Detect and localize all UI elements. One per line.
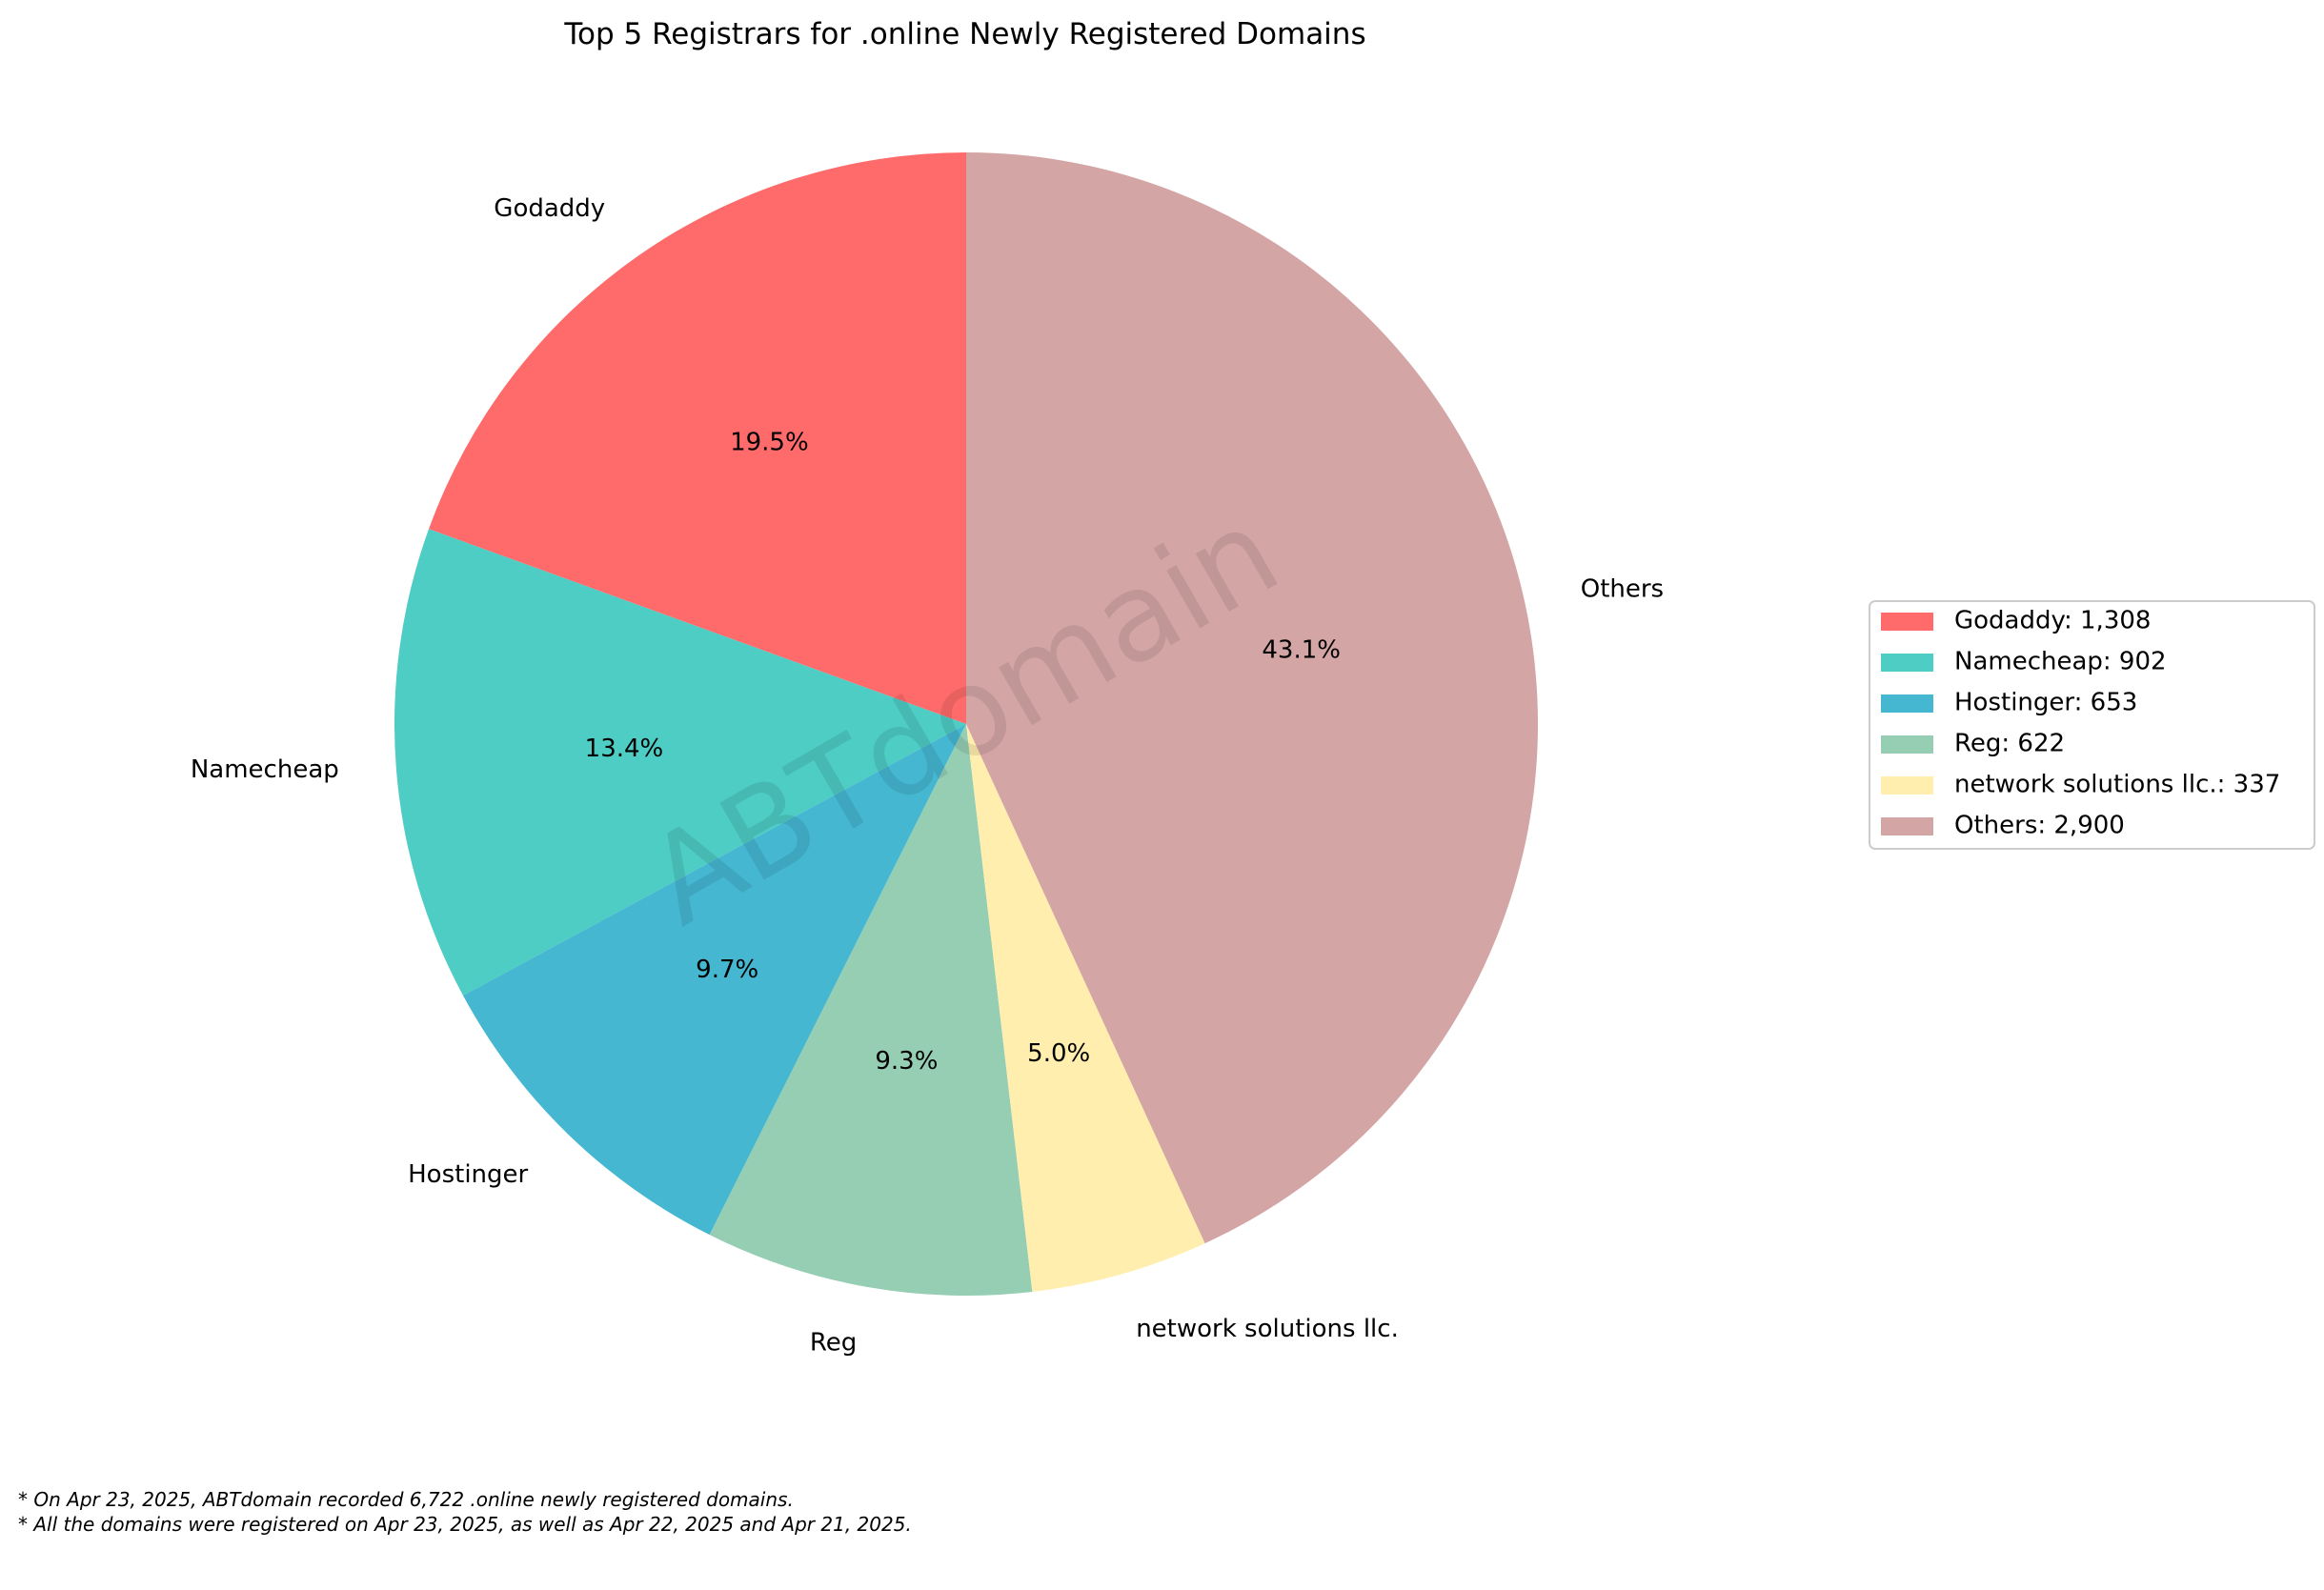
percent-label-namecheap: 13.4% [585, 735, 664, 763]
legend-label-others: Others: 2,900 [1954, 812, 2125, 840]
pie-slice-others [966, 152, 1539, 1244]
percent-label-hostinger: 9.7% [696, 956, 758, 984]
legend-label-network-solutions-llc: network solutions llc.: 337 [1954, 771, 2280, 799]
slice-label-hostinger: Hostinger [408, 1160, 528, 1189]
legend-label-namecheap: Namecheap: 902 [1954, 648, 2167, 676]
legend-label-hostinger: Hostinger: 653 [1954, 689, 2137, 717]
slice-label-namecheap: Namecheap [191, 755, 339, 784]
slice-labels: Godaddy Namecheap Hostinger Reg network solu… [191, 194, 1664, 1357]
percent-label-others: 43.1% [1262, 636, 1341, 665]
legend: Godaddy: 1,308 Namecheap: 902 Hostinger: 6… [1869, 600, 2315, 850]
percent-label-godaddy: 19.5% [730, 429, 809, 457]
footnote-2: * All the domains were registered on Apr… [18, 1513, 912, 1536]
legend-swatch-others [1881, 817, 1933, 835]
pie-slices [394, 152, 1539, 1296]
legend-swatch-reg [1881, 735, 1933, 754]
chart-title: Top 5 Registrars for .online Newly Regis… [563, 17, 1365, 51]
legend-frame [1869, 600, 2315, 850]
footnote-1: * On Apr 23, 2025, ABTdomain recorded 6,… [18, 1488, 794, 1511]
slice-label-network-solutions-llc: network solutions llc. [1136, 1315, 1399, 1343]
pie-slice-reg [709, 724, 1033, 1296]
legend-label-godaddy: Godaddy: 1,308 [1954, 607, 2151, 635]
percent-label-network-solutions-llc: 5.0% [1027, 1039, 1090, 1068]
pie-slice-godaddy [429, 152, 966, 724]
pie-slice-hostinger [462, 724, 966, 1236]
percent-label-reg: 9.3% [875, 1047, 938, 1076]
legend-swatch-network-solutions-llc [1881, 776, 1933, 795]
legend-label-reg: Reg: 622 [1954, 730, 2065, 758]
pie-slice-namecheap [394, 529, 966, 996]
legend-swatch-godaddy [1881, 613, 1933, 631]
slice-label-reg: Reg [810, 1328, 857, 1357]
legend-swatch-hostinger [1881, 694, 1933, 713]
slice-label-godaddy: Godaddy [494, 194, 605, 223]
percent-labels: 19.5% 13.4% 9.7% 9.3% 5.0% 43.1% [585, 429, 1341, 1076]
slice-label-others: Others [1581, 574, 1664, 603]
pie-slice-network-solutions-llc [966, 724, 1205, 1292]
legend-swatch-namecheap [1881, 654, 1933, 672]
